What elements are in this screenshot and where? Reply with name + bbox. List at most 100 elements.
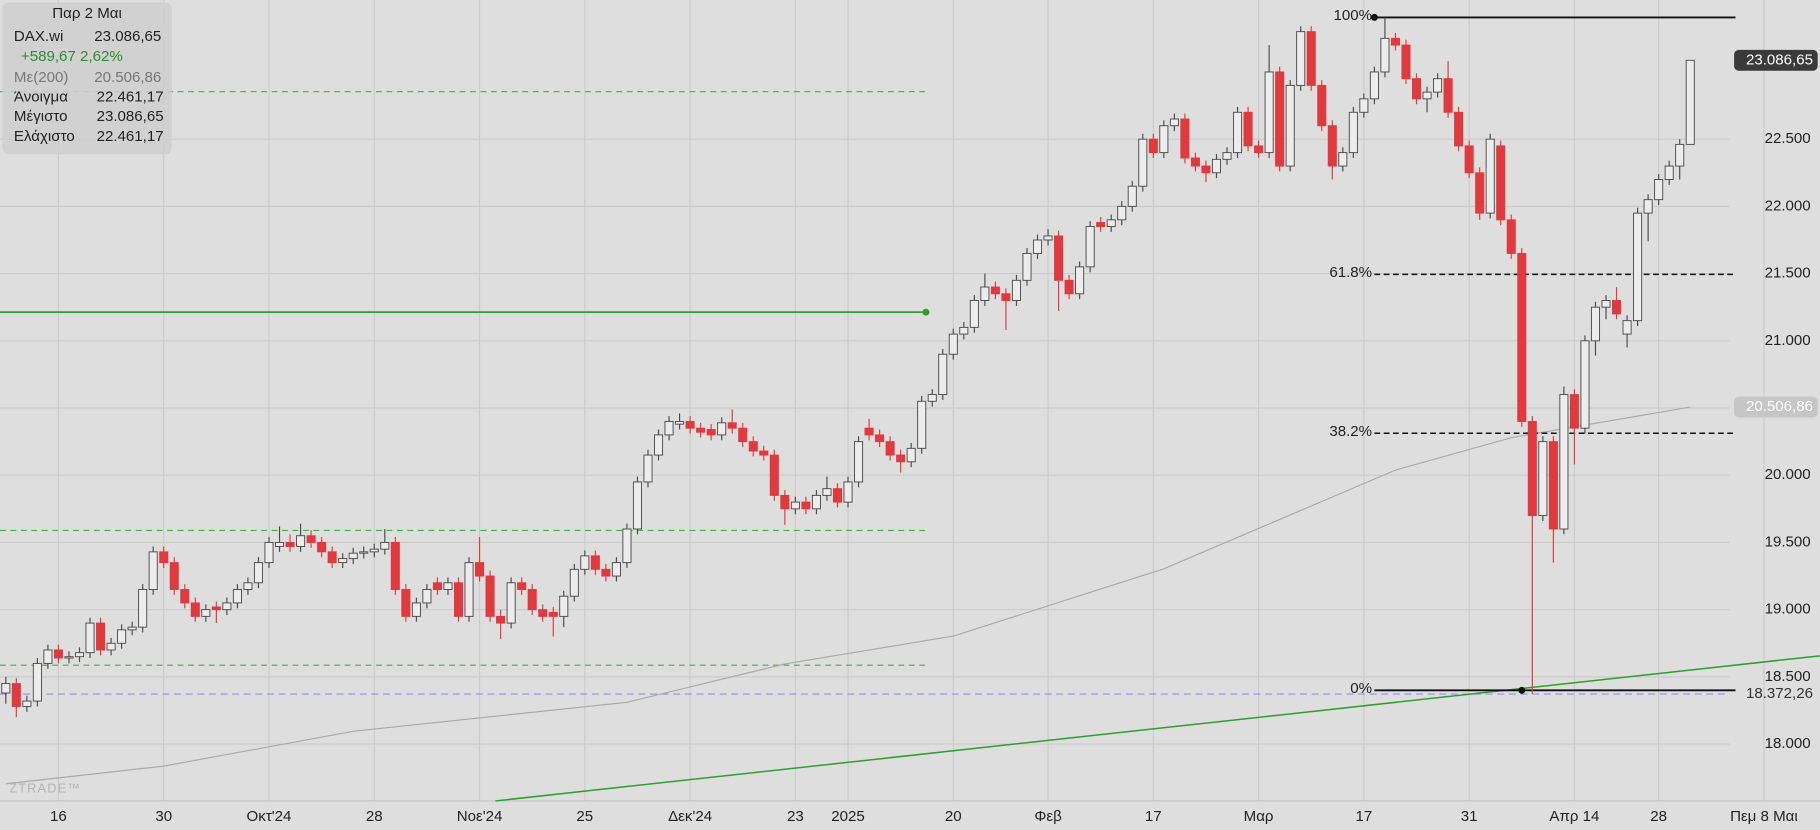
candle-body <box>443 582 453 590</box>
candle-body <box>590 555 600 570</box>
price-label: 23.086,65 <box>1746 51 1813 68</box>
candle-body <box>1454 111 1464 147</box>
candle-body <box>274 541 285 547</box>
candle-body <box>1117 205 1127 221</box>
candle-body <box>696 427 706 433</box>
candle-body <box>485 575 495 617</box>
candle-body <box>885 441 895 456</box>
info-value: 22.461,17 <box>97 89 164 106</box>
candle-body <box>980 286 990 301</box>
candle-body <box>801 501 811 510</box>
candle-body <box>411 602 421 617</box>
fib-anchor <box>1518 686 1526 694</box>
candle-body <box>296 535 306 547</box>
info-last: 23.086,65 <box>94 28 161 45</box>
candle-body <box>1464 145 1474 174</box>
candle-body <box>1148 138 1158 154</box>
candle-body <box>422 589 432 604</box>
candle-body <box>96 622 106 651</box>
candle-body <box>1064 279 1074 295</box>
candle-body <box>748 441 758 452</box>
candle-body <box>653 434 664 456</box>
fib-label: 61.8% <box>1329 264 1372 281</box>
candle-body <box>380 541 390 550</box>
candle-body <box>938 353 948 396</box>
candle-body <box>285 541 295 547</box>
candle-body <box>53 649 63 659</box>
candle-body <box>832 488 843 503</box>
candle-body <box>1201 165 1211 174</box>
candle-body <box>1517 252 1527 422</box>
candle-body <box>1527 420 1537 517</box>
candle-body <box>1580 340 1590 429</box>
candle-body <box>432 582 442 590</box>
candle-body <box>1285 84 1295 167</box>
y-tick-label: 21.500 <box>1765 265 1811 282</box>
axes: 18.00018.50019.00019.50020.00020.50021.0… <box>50 49 1818 825</box>
candle-body <box>1327 125 1337 167</box>
candle-body <box>822 488 832 496</box>
candle-body <box>453 582 464 617</box>
info-label: Με(200) <box>14 69 68 86</box>
candle-body <box>464 562 474 617</box>
x-tick-label: 17 <box>1355 808 1372 825</box>
info-value: 22.461,17 <box>97 128 164 145</box>
candle-body <box>1096 222 1106 228</box>
candle-body <box>159 551 169 564</box>
candle-body <box>1390 37 1400 46</box>
info-date: Παρ 2 Μαι <box>52 5 122 22</box>
candle-body <box>854 441 864 483</box>
candle-body <box>780 494 790 510</box>
candle-body <box>85 622 95 654</box>
candle-body <box>1433 78 1443 93</box>
y-tick-label: 20.000 <box>1765 466 1811 483</box>
info-change: +589,67 2,62% <box>21 48 123 65</box>
y-tick-label: 19.500 <box>1765 533 1811 550</box>
candle-body <box>1 683 11 694</box>
candle-body <box>74 652 85 658</box>
x-tick-label: 17 <box>1145 808 1162 825</box>
candle-body <box>1233 111 1243 154</box>
candle-body <box>632 481 642 530</box>
y-tick-label: 22.500 <box>1765 130 1811 147</box>
candle-body <box>327 551 337 564</box>
y-tick-label: 22.000 <box>1765 197 1811 214</box>
price-box <box>1734 49 1818 71</box>
candle-body <box>1169 118 1179 127</box>
candle-body <box>1590 306 1601 342</box>
candle-body <box>1317 84 1327 127</box>
candle-body <box>253 562 263 584</box>
candle-body <box>1685 59 1695 145</box>
info-symbol: DAX.wi <box>14 28 63 45</box>
candle-body <box>1075 266 1085 295</box>
candle-body <box>948 333 958 355</box>
x-tick-label: Φεβ <box>1034 808 1062 825</box>
candle-body <box>1348 111 1358 154</box>
candle-body <box>1559 394 1569 530</box>
x-tick-label: Απρ 14 <box>1549 808 1599 825</box>
info-background <box>2 2 172 155</box>
candle-body <box>843 481 853 503</box>
plot-area: 100% 61.8% 38.2% 0% ZTRADE™ <box>0 0 1820 802</box>
candle-body <box>1222 152 1232 160</box>
candle-body <box>717 422 727 436</box>
x-tick-label: Δεκ'24 <box>668 808 712 825</box>
candle-body <box>1675 143 1685 167</box>
candle-body <box>369 548 379 553</box>
candle-body <box>1538 441 1548 517</box>
candle-body <box>127 626 137 631</box>
candle-body <box>1548 441 1558 530</box>
x-tick-label: Μαρ <box>1244 808 1274 825</box>
candle-body <box>1054 235 1064 281</box>
candle-body <box>580 555 590 570</box>
candle-body <box>1138 138 1148 187</box>
candle-body <box>538 609 548 617</box>
candle-body <box>222 602 232 611</box>
candle-body <box>1411 78 1422 100</box>
candle-body <box>1485 138 1495 214</box>
x-tick-label: 23 <box>787 808 804 825</box>
candle-body <box>990 286 1000 295</box>
candle-body <box>896 454 906 463</box>
